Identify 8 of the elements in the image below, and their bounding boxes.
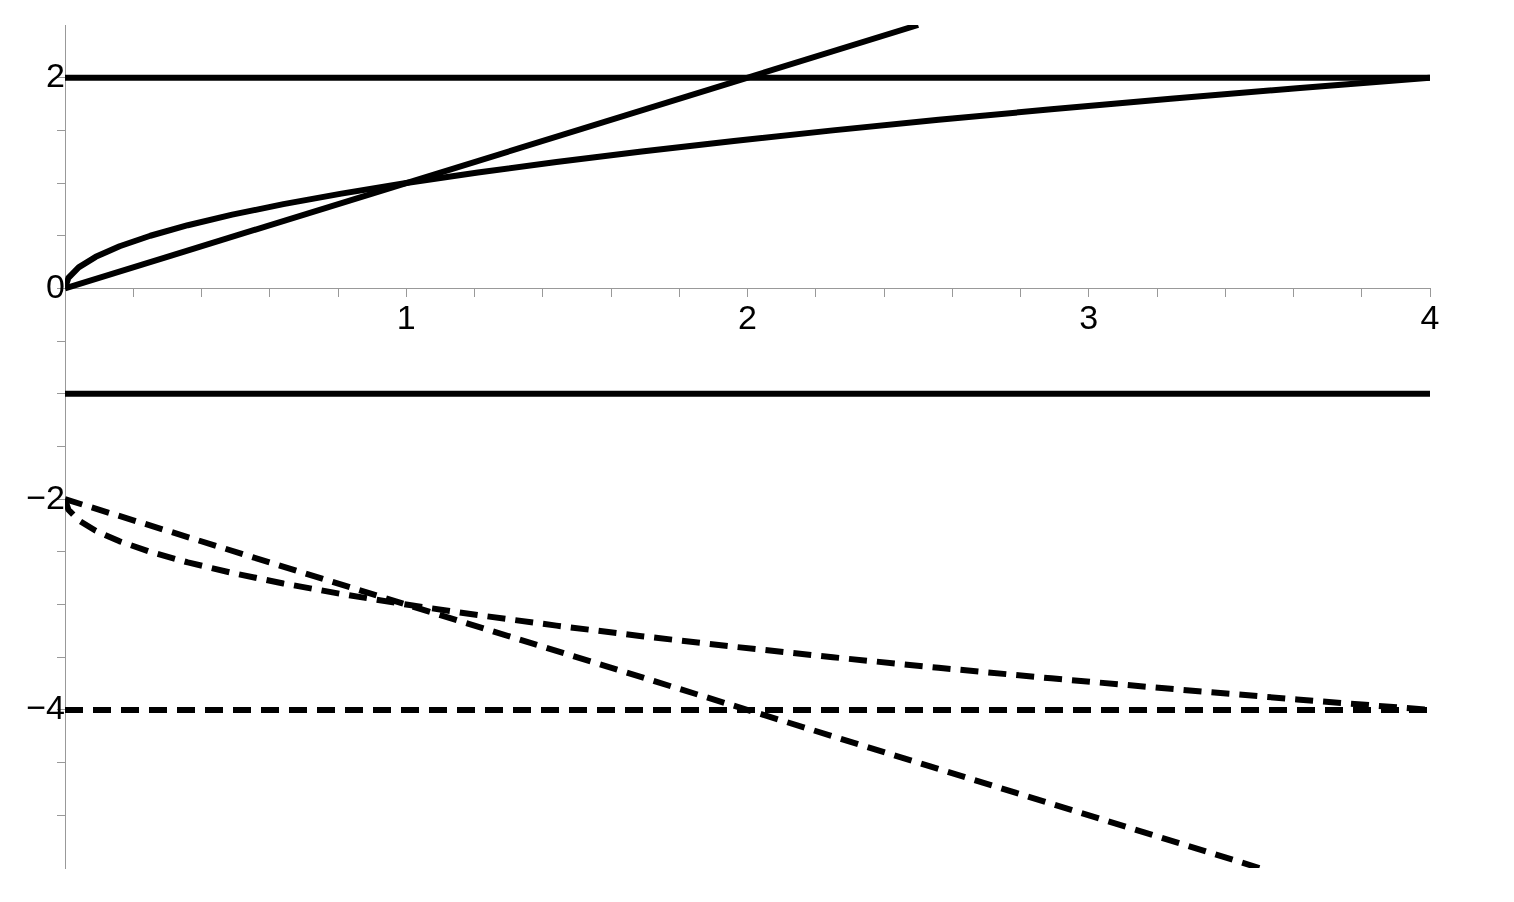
x-tick-label: 4 [1420,298,1440,337]
x-tick-label: 3 [1079,298,1099,337]
x-tick-label: 1 [396,298,416,337]
y-tick-label: −2 [26,477,65,516]
y-tick-label: 0 [46,266,65,305]
y-tick-label: 2 [46,56,65,95]
y-tick-label: −4 [26,688,65,727]
x-tick-label: 2 [738,298,757,337]
